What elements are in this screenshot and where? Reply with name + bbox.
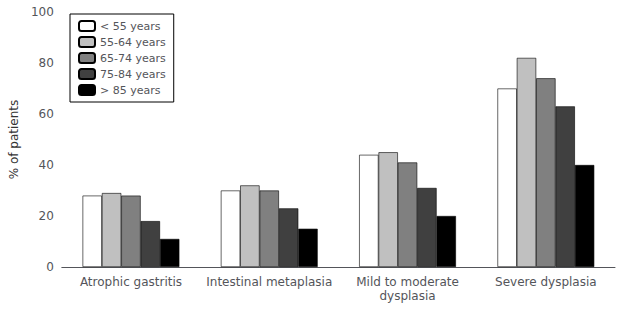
svg-text:80: 80 xyxy=(39,56,54,70)
svg-text:75-84 years: 75-84 years xyxy=(100,68,166,81)
svg-text:dysplasia: dysplasia xyxy=(379,289,435,303)
svg-text:55-64 years: 55-64 years xyxy=(100,36,166,49)
svg-text:100: 100 xyxy=(31,5,54,19)
svg-text:Mild to moderate: Mild to moderate xyxy=(356,275,459,289)
svg-text:Severe dysplasia: Severe dysplasia xyxy=(495,275,597,289)
svg-text:> 85 years: > 85 years xyxy=(100,84,161,97)
svg-text:65-74 years: 65-74 years xyxy=(100,52,166,65)
svg-text:40: 40 xyxy=(39,158,54,172)
svg-text:Intestinal metaplasia: Intestinal metaplasia xyxy=(206,275,332,289)
svg-text:60: 60 xyxy=(39,107,54,121)
svg-text:Atrophic gastritis: Atrophic gastritis xyxy=(80,275,182,289)
svg-text:< 55 years: < 55 years xyxy=(100,20,161,33)
svg-text:0: 0 xyxy=(46,260,54,274)
svg-text:20: 20 xyxy=(39,209,54,223)
svg-text:% of patients: % of patients xyxy=(7,100,21,180)
